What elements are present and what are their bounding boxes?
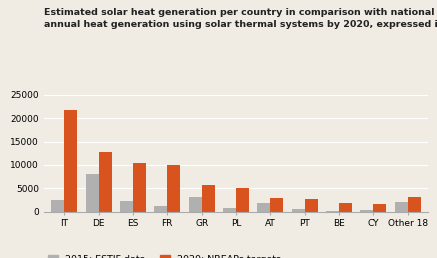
Bar — [339, 203, 352, 212]
Bar — [291, 208, 305, 212]
Bar — [86, 174, 99, 212]
Text: Estimated solar heat generation per country in comparison with national targets : Estimated solar heat generation per coun… — [44, 8, 437, 29]
Bar — [395, 202, 408, 212]
Bar — [408, 197, 421, 212]
Bar — [305, 199, 318, 212]
Bar — [154, 206, 167, 212]
Bar — [189, 197, 201, 212]
Bar — [360, 210, 373, 212]
Bar — [99, 152, 112, 212]
Legend: 2015: ESTIF data, 2020: NREAPs targets: 2015: ESTIF data, 2020: NREAPs targets — [49, 255, 281, 258]
Bar — [271, 198, 283, 212]
Bar — [236, 188, 249, 212]
Bar — [373, 204, 386, 212]
Bar — [120, 201, 133, 212]
Bar — [257, 203, 271, 212]
Bar — [201, 184, 215, 212]
Bar — [133, 163, 146, 212]
Bar — [326, 211, 339, 212]
Bar — [64, 110, 77, 212]
Bar — [51, 200, 64, 212]
Bar — [167, 165, 180, 212]
Bar — [223, 208, 236, 212]
